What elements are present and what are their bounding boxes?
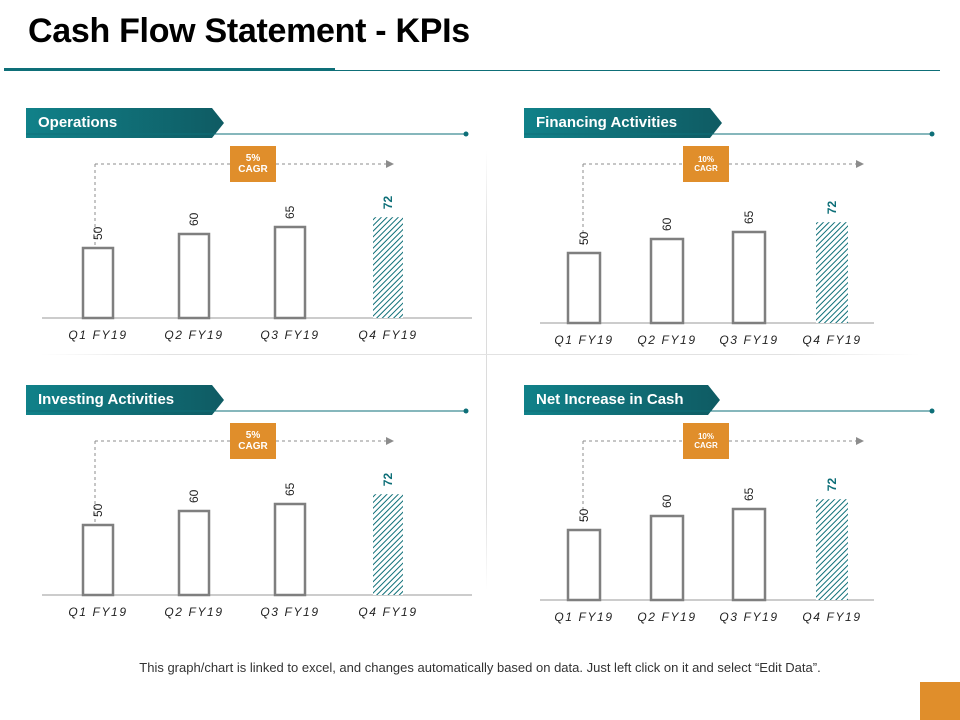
footnote: This graph/chart is linked to excel, and… — [139, 660, 821, 675]
panel-banner: Financing Activities — [524, 108, 722, 138]
bar-chart: 50 Q1 FY19 60 Q2 FY19 65 Q3 FY19 72 Q4 FY19 — [26, 131, 472, 342]
cagr-arrowhead — [856, 437, 864, 445]
x-tick-label: Q3 FY19 — [260, 328, 319, 342]
x-tick-label: Q1 FY19 — [68, 328, 127, 342]
x-tick-label: Q1 FY19 — [554, 610, 613, 624]
bar-highlight — [373, 217, 403, 318]
x-tick-label: Q2 FY19 — [637, 333, 696, 347]
bar-value-label: 65 — [742, 210, 756, 224]
bar-value-label: 65 — [742, 487, 756, 501]
bar-highlight — [373, 494, 403, 595]
bar-highlight — [816, 222, 848, 323]
cagr-value: 10% — [697, 431, 714, 441]
bar — [731, 230, 767, 325]
cagr-value: 10% — [697, 154, 714, 164]
bar-value-label: 50 — [577, 231, 591, 245]
bar-value-label: 72 — [381, 473, 395, 487]
bar — [273, 225, 307, 320]
operations-chart-panel: Operations 5% CAGR 50 Q1 FY19 60 Q2 FY19 65 Q… — [26, 108, 476, 358]
bar-value-label: 65 — [283, 205, 297, 219]
x-tick-label: Q1 FY19 — [68, 605, 127, 619]
bar — [649, 237, 685, 325]
bar-value-label: 60 — [660, 217, 674, 231]
bar-value-label: 72 — [825, 478, 839, 492]
page-title: Cash Flow Statement - KPIs — [28, 12, 470, 50]
banner-rule-dot — [929, 408, 935, 414]
title-underline — [335, 70, 940, 71]
x-tick-label: Q2 FY19 — [164, 605, 223, 619]
x-tick-label: Q4 FY19 — [802, 610, 861, 624]
cagr-label: CAGR — [238, 164, 268, 175]
horizontal-divider — [40, 354, 920, 355]
panel-banner: Operations — [26, 108, 224, 138]
vertical-divider — [486, 150, 487, 590]
bar-chart: 50 Q1 FY19 60 Q2 FY19 65 Q3 FY19 72 Q4 FY19 — [26, 408, 472, 619]
x-tick-label: Q2 FY19 — [637, 610, 696, 624]
bar-value-label: 50 — [91, 226, 105, 240]
net-increase-in-cash-chart-panel: Net Increase in Cash 10% CAGR 50 Q1 FY19 6… — [524, 385, 940, 635]
bar — [177, 232, 211, 320]
x-tick-label: Q1 FY19 — [554, 333, 613, 347]
bar-value-label: 60 — [660, 494, 674, 508]
bar-chart: 50 Q1 FY19 60 Q2 FY19 65 Q3 FY19 72 Q4 FY19 — [524, 408, 935, 624]
banner-rule-dot — [463, 131, 469, 137]
bar — [649, 514, 685, 602]
cagr-arrowhead — [386, 160, 394, 168]
cagr-badge: 5% CAGR — [230, 423, 276, 459]
x-tick-label: Q4 FY19 — [802, 333, 861, 347]
bar-highlight — [816, 499, 848, 600]
bar-chart: 50 Q1 FY19 60 Q2 FY19 65 Q3 FY19 72 Q4 FY19 — [524, 131, 935, 347]
bar — [273, 502, 307, 597]
panel-banner: Net Increase in Cash — [524, 385, 720, 415]
cagr-value: 5% — [245, 429, 261, 441]
financing-activities-chart-panel: Financing Activities 10% CAGR 50 Q1 FY19 6… — [524, 108, 940, 358]
banner-rule-dot — [463, 408, 469, 414]
investing-activities-chart-panel: Investing Activities 5% CAGR 50 Q1 FY19 60… — [26, 385, 476, 635]
title-underline-accent — [4, 68, 335, 71]
bar-value-label: 50 — [91, 503, 105, 517]
corner-accent-block — [920, 682, 960, 720]
bar-value-label: 60 — [187, 489, 201, 503]
x-tick-label: Q3 FY19 — [719, 610, 778, 624]
x-tick-label: Q4 FY19 — [358, 605, 417, 619]
bar-value-label: 72 — [825, 201, 839, 215]
bar — [566, 251, 602, 325]
cagr-label: CAGR — [694, 441, 718, 450]
bar — [566, 528, 602, 602]
panel-banner: Investing Activities — [26, 385, 224, 415]
x-tick-label: Q2 FY19 — [164, 328, 223, 342]
x-tick-label: Q3 FY19 — [260, 605, 319, 619]
cagr-arrowhead — [856, 160, 864, 168]
cagr-value: 5% — [245, 152, 261, 164]
banner-rule-dot — [929, 131, 935, 137]
bar-value-label: 72 — [381, 196, 395, 210]
bar-value-label: 50 — [577, 508, 591, 522]
cagr-badge: 5% CAGR — [230, 146, 276, 182]
cagr-label: CAGR — [694, 164, 718, 173]
bar-value-label: 60 — [187, 212, 201, 226]
x-tick-label: Q4 FY19 — [358, 328, 417, 342]
bar — [731, 507, 767, 602]
bar-value-label: 65 — [283, 482, 297, 496]
cagr-arrowhead — [386, 437, 394, 445]
cagr-label: CAGR — [238, 441, 268, 452]
x-tick-label: Q3 FY19 — [719, 333, 778, 347]
bar — [81, 246, 115, 320]
cagr-badge: 10% CAGR — [683, 423, 729, 459]
cagr-badge: 10% CAGR — [683, 146, 729, 182]
bar — [81, 523, 115, 597]
bar — [177, 509, 211, 597]
